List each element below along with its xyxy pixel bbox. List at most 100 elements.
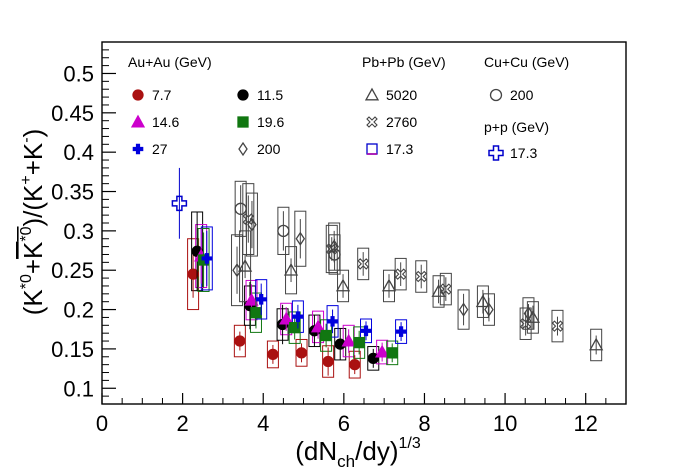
- legend-5020-label: 5020: [386, 87, 417, 103]
- series-27-sys-box-4: [360, 318, 373, 344]
- legend-header-pbpb: Pb+Pb (GeV): [362, 54, 446, 70]
- y-tick-label: 0.1: [63, 376, 94, 401]
- series-200-auau-sys-box-5: [482, 293, 495, 326]
- plot-frame: [101, 41, 627, 405]
- series-7-7-marker-0: [187, 268, 199, 280]
- legend-14-6-marker-0: [130, 114, 146, 128]
- series-2760-marker-2: [357, 258, 369, 270]
- series-7-7-marker-5: [349, 359, 361, 371]
- y-tick-label: 0.35: [51, 180, 94, 205]
- legend-7-7-label: 7.7: [152, 87, 172, 103]
- legend-11-5-label: 11.5: [257, 87, 283, 103]
- series-27-marker-5: [395, 326, 407, 337]
- legend-17-3-pbpb-label: 17.3: [386, 141, 413, 157]
- legend-200-cucu-label: 200: [510, 87, 534, 103]
- series-200-auau-marker-2: [295, 231, 306, 246]
- series-27-marker-0: [201, 253, 213, 264]
- series-2760-sys-box-3: [394, 257, 407, 291]
- legend-2760-label: 2760: [386, 114, 417, 130]
- legend-17-3-pp-label: 17.3: [510, 145, 537, 161]
- series-27-sys-box-3: [326, 305, 339, 338]
- series-17-3-pp-marker-0: [171, 195, 188, 212]
- series-14-6-marker-1: [244, 292, 259, 306]
- series-2760-marker-4: [415, 270, 428, 283]
- series-5020-marker-7: [589, 337, 604, 351]
- x-tick-label: 8: [418, 411, 430, 436]
- series-5020-marker-3: [381, 278, 397, 292]
- y-tick-label: 0.4: [63, 140, 94, 165]
- series-2760-marker-6: [519, 317, 532, 330]
- legend-27-label: 27: [152, 141, 168, 157]
- legend-200-auau-marker-0: [238, 141, 248, 157]
- series-27-marker-4: [360, 325, 372, 337]
- series-5020-marker-5: [475, 294, 491, 308]
- series-5020-sys-box-5: [476, 285, 489, 318]
- x-tick-label: 2: [176, 411, 188, 436]
- legend-header-pp: p+p (GeV): [484, 119, 549, 135]
- y-tick-label: 0.2: [63, 298, 94, 323]
- series-7-7-marker-1: [234, 335, 246, 347]
- series-2760-marker-5: [440, 283, 452, 295]
- legend-17-3-pp-marker-0: [488, 145, 504, 161]
- series-5020-marker-6: [525, 310, 540, 323]
- y-axis-title: (K*0+K*0)/(K++K-): [18, 129, 48, 316]
- series-5020-sys-box-4: [432, 275, 445, 308]
- series-2760-sys-box-4: [415, 260, 428, 293]
- series-5020-marker-2: [335, 278, 351, 292]
- y-tick-label: 0.15: [51, 337, 94, 362]
- series-200-auau-marker-5: [484, 302, 494, 317]
- series-27-marker-2: [292, 311, 304, 322]
- series-14-6-sys-box-2: [280, 302, 293, 336]
- legend-5020-marker-0: [364, 87, 380, 101]
- series-14-6-marker-3: [310, 319, 326, 333]
- series-5020-sys-box-2: [337, 269, 350, 303]
- series-5020-sys-box-1: [285, 246, 298, 295]
- legend-200-auau-label: 200: [257, 141, 281, 157]
- series-7-7-marker-3: [295, 347, 308, 359]
- series-200-cucu-marker-1: [277, 224, 290, 238]
- series-200-auau-sys-box-0: [231, 234, 244, 307]
- x-tick-label: 0: [96, 411, 108, 436]
- series-5020-marker-1: [283, 262, 299, 276]
- series-2760-marker-7: [551, 320, 564, 332]
- series-200-auau-sys-box-4: [457, 289, 470, 330]
- series-19-6-marker-3: [320, 329, 332, 342]
- series-2760-marker-0: [242, 213, 255, 225]
- legend-19-6-label: 19.6: [257, 114, 284, 130]
- series-19-6-marker-1: [250, 307, 262, 319]
- legend-27-marker-0: [132, 143, 144, 155]
- series-14-6-marker-2: [279, 311, 294, 325]
- legend-17-3-pbpb-marker-0: [366, 143, 378, 155]
- legend-11-5-marker-0: [237, 89, 249, 101]
- legend-19-6-marker-0: [237, 116, 249, 128]
- x-axis-title: (dNch/dy)1/3: [295, 435, 421, 471]
- series-2760-sys-box-7: [551, 309, 564, 343]
- series-11-5-marker-5: [367, 352, 379, 365]
- series-5020-sys-box-0: [239, 230, 252, 303]
- series-7-7-marker-2: [267, 348, 279, 361]
- axes: 0 2 4 6 8 10 12 0.1 0.15 0.2 0.25 0.3 0.35 0.4 0.45 0.5: [51, 49, 607, 436]
- series-200-auau-marker-0: [232, 263, 242, 278]
- y-tick-label: 0.3: [63, 219, 94, 244]
- series-2760-marker-3: [394, 268, 407, 280]
- series-200-cucu-marker-0: [234, 202, 247, 215]
- x-tick-label: 12: [573, 411, 597, 436]
- data-points: [171, 167, 604, 376]
- y-tick-label: 0.5: [63, 61, 94, 86]
- series-200-cucu-marker-2: [328, 248, 341, 261]
- series-2760-sys-box-6: [519, 307, 532, 340]
- series-2760-sys-box-0: [242, 183, 255, 255]
- series-27-sys-box-5: [395, 319, 408, 344]
- legend-200-cucu-marker-0: [489, 88, 503, 102]
- series-5020-sys-box-7: [590, 328, 603, 362]
- legend-header-auau: Au+Au (GeV): [128, 54, 212, 70]
- x-tick-label: 10: [493, 411, 517, 436]
- y-tick-label: 0.45: [51, 101, 94, 126]
- series-5020-sys-box-3: [382, 269, 395, 303]
- series-27-marker-1: [255, 294, 267, 305]
- series-2760-sys-box-2: [357, 247, 370, 281]
- series-19-6-marker-5: [386, 347, 398, 359]
- x-tick-label: 6: [338, 411, 350, 436]
- series-200-auau-sys-box-2: [294, 210, 307, 267]
